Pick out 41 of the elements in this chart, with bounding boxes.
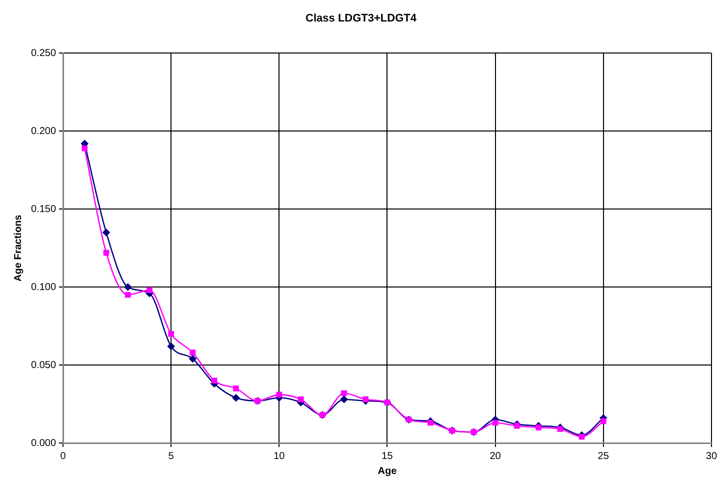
x-tick-label: 15 [382, 450, 394, 462]
x-tick-label: 30 [706, 450, 718, 462]
point [146, 287, 152, 294]
y-tick-label: 0.150 [30, 204, 56, 215]
point [167, 342, 175, 350]
y-tick-label: 0.050 [30, 360, 56, 371]
y-axis-title: Age Fractions [12, 214, 24, 282]
point [124, 283, 132, 291]
point [600, 418, 606, 424]
x-tick-label: 5 [168, 450, 174, 462]
point [514, 422, 520, 429]
point [298, 396, 304, 402]
point [232, 394, 240, 402]
y-tick-label: 0.100 [30, 282, 56, 293]
x-tick-label: 0 [60, 450, 66, 462]
y-tick-label: 0.250 [30, 48, 56, 59]
point [340, 396, 348, 403]
point [102, 228, 110, 236]
point [233, 386, 239, 392]
point [362, 396, 369, 402]
point [190, 350, 196, 356]
y-tick-label: 0.000 [30, 438, 56, 449]
point [578, 434, 585, 440]
point [492, 420, 498, 426]
point [341, 390, 347, 396]
point [189, 355, 196, 362]
chart-title: Class LDGT3+LDGT4 [306, 12, 418, 25]
x-tick-label: 20 [490, 450, 502, 462]
point [124, 292, 131, 298]
point [557, 426, 564, 432]
y-tick-label: 0.200 [30, 126, 56, 137]
x-tick-label: 10 [274, 450, 286, 462]
point [211, 378, 218, 384]
x-tick-label: 25 [598, 450, 610, 462]
point [82, 145, 88, 152]
point [428, 420, 434, 426]
point [103, 250, 110, 256]
x-axis-title: Age [378, 466, 398, 477]
point [168, 330, 174, 337]
point [536, 424, 542, 430]
point [276, 392, 282, 398]
